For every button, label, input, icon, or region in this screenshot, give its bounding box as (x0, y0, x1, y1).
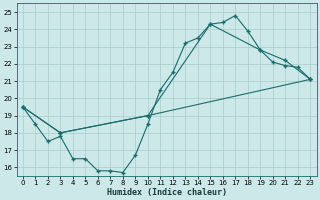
X-axis label: Humidex (Indice chaleur): Humidex (Indice chaleur) (107, 188, 227, 197)
